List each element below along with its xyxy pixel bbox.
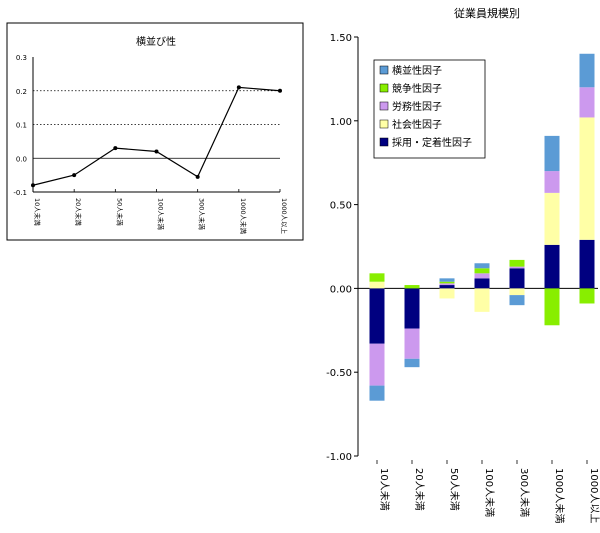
bar-segment <box>369 273 385 282</box>
line-chart-title: 横並び性 <box>136 35 176 48</box>
bar-segment <box>579 87 595 118</box>
bar-chart-x-tick-label: 10人未満 <box>378 468 390 511</box>
bar-chart-x-tick-label: 1000人未満 <box>553 468 565 523</box>
bar-chart-y-tick-label: 1.50 <box>330 33 352 44</box>
bar-segment <box>404 328 420 359</box>
bar-chart-x-tick-label: 100人未満 <box>483 468 495 517</box>
bar-chart-y-tick-label: -0.50 <box>326 368 352 379</box>
line-chart-point <box>72 173 77 178</box>
legend-label: 横並性因子 <box>392 64 442 77</box>
line-chart-x-tick-label: 50人未満 <box>115 198 124 226</box>
bar-chart-x-tick-label: 20人未満 <box>413 468 425 511</box>
bar-segment <box>404 288 420 329</box>
legend-swatch <box>379 137 389 147</box>
bar-segment <box>579 53 595 88</box>
bar-segment <box>439 285 455 289</box>
bar-segment <box>509 266 525 269</box>
legend-label: 労務性因子 <box>392 100 442 113</box>
line-chart-y-tick-label: 0.0 <box>16 155 27 163</box>
legend-swatch <box>379 65 389 75</box>
line-chart-point <box>113 146 118 151</box>
legend-label: 社会性因子 <box>392 118 442 131</box>
line-chart-x-tick-label: 100人未満 <box>157 198 166 230</box>
bar-segment <box>509 288 525 296</box>
line-chart-point <box>154 149 159 154</box>
bar-chart-title: 従業員規模別 <box>454 6 520 20</box>
line-chart: -0.1 0.0 0.1 0.2 0.3 10人未満 20人未満 50人未満 100人未満 300… <box>13 54 289 235</box>
legend-swatch <box>379 119 389 129</box>
bar-segment <box>544 192 560 245</box>
bar-segment <box>474 273 490 279</box>
line-chart-x-tick-label: 1000人未満 <box>239 198 248 235</box>
legend-label: 採用・定着性因子 <box>392 136 472 149</box>
bar-segment <box>474 263 490 269</box>
bar-segment <box>369 385 385 401</box>
bar-chart-y-tick-label: 0.00 <box>330 284 352 295</box>
line-chart-x-tick-label: 300人未満 <box>198 198 207 230</box>
line-chart-y-tick-label: -0.1 <box>13 189 27 197</box>
bar-segment <box>404 285 420 289</box>
bar-segment <box>579 239 595 289</box>
bar-chart-y-tick-label: 0.50 <box>330 201 352 212</box>
bar-segment <box>579 288 595 304</box>
bar-segment <box>544 244 560 289</box>
bar-segment <box>369 288 385 344</box>
bar-segment <box>439 283 455 286</box>
bar-segment <box>474 278 490 289</box>
legend-label: 競争性因子 <box>392 82 442 95</box>
bar-segment <box>439 281 455 284</box>
bar-chart-y-tick-label: -1.00 <box>326 452 352 463</box>
line-chart-frame <box>6 22 304 241</box>
line-chart-x-tick-label: 20人未満 <box>74 198 83 226</box>
bar-segment <box>369 343 385 386</box>
line-chart-x-tick-label: 10人未満 <box>33 198 42 226</box>
bar-chart-x-tick-label: 50人未満 <box>448 468 460 511</box>
bar-segment <box>544 171 560 193</box>
legend-box <box>373 59 486 159</box>
bar-chart-y-tick-label: 1.00 <box>330 117 352 128</box>
bar-segment <box>544 135 560 172</box>
bar-segment <box>474 268 490 274</box>
line-chart-y-tick-label: 0.3 <box>16 54 27 62</box>
bar-segment <box>369 281 385 289</box>
line-chart-y-tick-label: 0.2 <box>16 88 27 96</box>
bar-segment <box>474 288 490 312</box>
bar-segment <box>544 288 560 326</box>
line-chart-point <box>31 183 35 188</box>
line-chart-x-tick-label: 1000人以上 <box>280 198 289 235</box>
bar-chart-x-tick-label: 300人未満 <box>518 468 530 517</box>
line-chart-point <box>278 88 282 93</box>
bar-segment <box>439 278 455 282</box>
bar-segment <box>579 117 595 240</box>
bar-segment <box>509 268 525 289</box>
stacked-bar-chart: 1.50 1.00 0.50 0.00 -0.50 -1.00 10人未満 20人未満 50人未… <box>326 33 600 523</box>
line-chart-point <box>195 174 200 179</box>
bar-chart-x-tick-label: 1000人以上 <box>588 468 600 523</box>
bar-segment <box>509 259 525 267</box>
legend-swatch <box>379 83 389 93</box>
line-chart-y-tick-label: 0.1 <box>16 122 27 130</box>
bar-segment <box>509 295 525 306</box>
line-chart-point <box>236 85 241 90</box>
bar-segment <box>439 288 455 299</box>
legend-swatch <box>379 101 389 111</box>
bar-segment <box>404 358 420 368</box>
